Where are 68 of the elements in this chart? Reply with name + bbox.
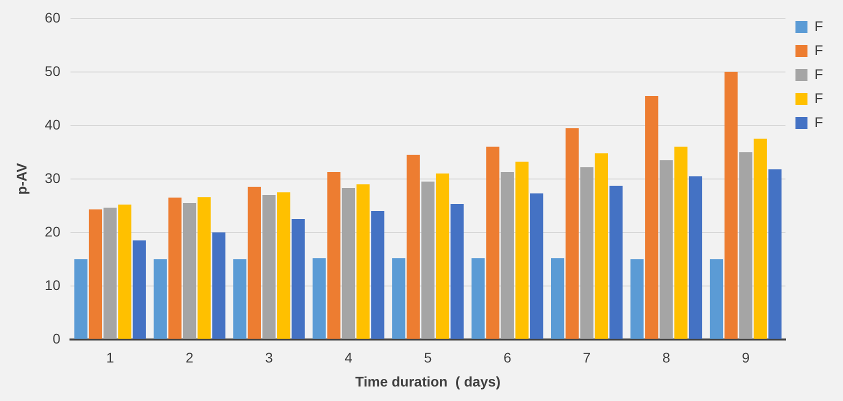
legend-label: F bbox=[814, 42, 824, 58]
legend-label: F bbox=[814, 18, 824, 34]
x-tick-label: 7 bbox=[582, 350, 591, 366]
bar bbox=[292, 219, 305, 339]
bar bbox=[356, 184, 370, 339]
bar bbox=[450, 204, 464, 339]
bar bbox=[500, 172, 514, 339]
bar bbox=[168, 198, 182, 339]
x-tick-label: 1 bbox=[106, 350, 114, 366]
bar bbox=[74, 259, 88, 339]
x-tick-label: 3 bbox=[265, 350, 274, 366]
x-tick-label: 8 bbox=[662, 350, 670, 366]
bar bbox=[154, 259, 167, 339]
bar bbox=[132, 240, 146, 339]
bar bbox=[630, 259, 644, 339]
bar bbox=[609, 186, 623, 339]
bar bbox=[674, 146, 688, 339]
bar bbox=[515, 162, 529, 339]
bar bbox=[486, 146, 500, 339]
bar bbox=[645, 96, 658, 339]
bar bbox=[566, 128, 579, 339]
bar bbox=[710, 259, 724, 339]
bar bbox=[327, 172, 340, 339]
bar bbox=[754, 138, 767, 339]
bar bbox=[371, 211, 384, 339]
legend-label: F bbox=[814, 66, 824, 82]
bar bbox=[212, 232, 226, 339]
bar bbox=[182, 202, 196, 339]
bar bbox=[277, 192, 290, 339]
x-tick-label: 9 bbox=[742, 350, 750, 366]
y-tick-label: 50 bbox=[44, 62, 61, 79]
y-axis-title: p-AV bbox=[13, 162, 30, 195]
legend-label: F bbox=[814, 90, 824, 106]
bar bbox=[198, 197, 211, 339]
x-tick-label: 5 bbox=[424, 350, 432, 366]
y-tick-label: 10 bbox=[44, 276, 61, 293]
bar bbox=[312, 258, 326, 339]
y-tick-label: 30 bbox=[44, 170, 61, 186]
x-tick-label: 6 bbox=[503, 350, 512, 366]
bar bbox=[436, 174, 450, 339]
bar bbox=[580, 167, 594, 339]
bar bbox=[768, 169, 782, 339]
bar bbox=[724, 72, 738, 339]
bar bbox=[421, 182, 434, 339]
bar bbox=[660, 160, 673, 339]
bar bbox=[104, 208, 117, 339]
bar bbox=[594, 153, 608, 339]
bar bbox=[739, 152, 752, 339]
x-tick-label: 2 bbox=[186, 350, 194, 366]
bar bbox=[233, 259, 246, 339]
bar bbox=[406, 154, 420, 339]
y-tick-label: 20 bbox=[44, 223, 61, 240]
x-tick-label: 4 bbox=[344, 350, 353, 366]
bar bbox=[392, 258, 406, 339]
bar bbox=[342, 188, 356, 339]
y-tick-label: 40 bbox=[44, 116, 61, 132]
bar bbox=[688, 176, 702, 339]
legend-label: F bbox=[814, 114, 824, 130]
y-tick-label: 60 bbox=[44, 9, 61, 26]
bar bbox=[530, 193, 544, 339]
bar bbox=[551, 258, 564, 339]
bar bbox=[88, 209, 102, 339]
bar bbox=[472, 258, 485, 339]
bar bbox=[118, 204, 132, 339]
bar bbox=[248, 186, 261, 339]
y-tick-label: 0 bbox=[52, 330, 61, 346]
x-axis-title: Time duration ( days) bbox=[355, 373, 501, 390]
bar bbox=[262, 194, 276, 339]
